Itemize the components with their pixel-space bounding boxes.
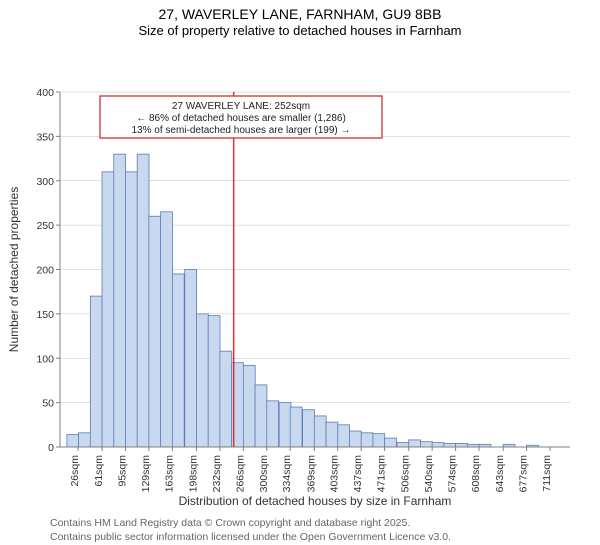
svg-text:334sqm: 334sqm bbox=[281, 455, 293, 493]
svg-text:129sqm: 129sqm bbox=[140, 455, 152, 493]
svg-text:266sqm: 266sqm bbox=[234, 455, 246, 493]
svg-text:400: 400 bbox=[36, 87, 54, 99]
svg-text:Number of detached properties: Number of detached properties bbox=[7, 187, 21, 352]
svg-text:506sqm: 506sqm bbox=[400, 455, 412, 493]
svg-text:50: 50 bbox=[42, 398, 54, 410]
svg-text:Distribution of detached house: Distribution of detached houses by size … bbox=[179, 494, 452, 508]
svg-text:250: 250 bbox=[36, 221, 54, 233]
svg-text:61sqm: 61sqm bbox=[93, 455, 105, 487]
svg-text:608sqm: 608sqm bbox=[470, 455, 482, 493]
svg-text:163sqm: 163sqm bbox=[163, 455, 175, 493]
svg-text:95sqm: 95sqm bbox=[116, 455, 128, 487]
svg-text:0: 0 bbox=[48, 442, 54, 454]
footer-line-2: Contains public sector information licen… bbox=[50, 531, 600, 545]
svg-text:540sqm: 540sqm bbox=[423, 455, 435, 493]
svg-text:100: 100 bbox=[36, 354, 54, 366]
svg-text:150: 150 bbox=[36, 309, 54, 321]
svg-text:300sqm: 300sqm bbox=[258, 455, 270, 493]
svg-text:677sqm: 677sqm bbox=[518, 455, 530, 493]
histogram-chart: 0 50 100 150 200 250 300 350 400 26sqm 61sqm 95sqm 1… bbox=[0, 42, 600, 513]
footer-attribution: Contains HM Land Registry data © Crown c… bbox=[0, 513, 600, 544]
svg-text:300: 300 bbox=[36, 176, 54, 188]
svg-text:711sqm: 711sqm bbox=[541, 455, 553, 492]
svg-text:← 86% of detached houses are s: ← 86% of detached houses are smaller (1,… bbox=[136, 113, 346, 124]
svg-text:26sqm: 26sqm bbox=[69, 455, 81, 487]
svg-text:232sqm: 232sqm bbox=[211, 455, 223, 493]
svg-text:200: 200 bbox=[36, 265, 54, 277]
svg-text:369sqm: 369sqm bbox=[305, 455, 317, 493]
svg-text:643sqm: 643sqm bbox=[494, 455, 506, 493]
footer-line-1: Contains HM Land Registry data © Crown c… bbox=[50, 517, 600, 531]
svg-text:403sqm: 403sqm bbox=[329, 455, 341, 493]
svg-text:471sqm: 471sqm bbox=[376, 455, 388, 493]
chart-container: 27, WAVERLEY LANE, FARNHAM, GU9 8BB Size… bbox=[0, 0, 600, 500]
svg-text:574sqm: 574sqm bbox=[447, 455, 459, 493]
svg-text:13% of semi-detached houses ar: 13% of semi-detached houses are larger (… bbox=[131, 125, 350, 136]
chart-subtitle: Size of property relative to detached ho… bbox=[0, 23, 600, 43]
svg-text:437sqm: 437sqm bbox=[352, 455, 364, 493]
svg-text:27 WAVERLEY LANE: 252sqm: 27 WAVERLEY LANE: 252sqm bbox=[172, 101, 310, 112]
svg-text:350: 350 bbox=[36, 132, 54, 144]
svg-text:198sqm: 198sqm bbox=[187, 455, 199, 493]
chart-title: 27, WAVERLEY LANE, FARNHAM, GU9 8BB bbox=[0, 0, 600, 23]
